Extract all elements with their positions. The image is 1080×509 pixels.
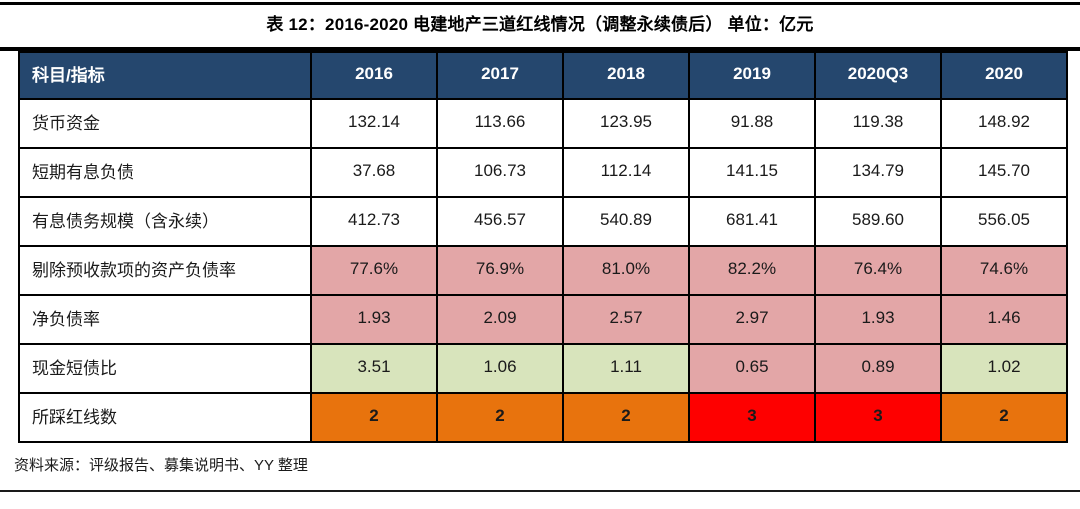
data-cell: 106.73 (436, 147, 564, 198)
data-cell: 556.05 (940, 196, 1068, 247)
data-cell: 2 (940, 392, 1068, 443)
bottom-rule (0, 490, 1080, 492)
data-cell: 2 (310, 392, 438, 443)
table-row: 有息债务规模（含永续） 412.73 456.57 540.89 681.41 589.6… (18, 196, 1068, 247)
data-cell: 1.11 (562, 343, 690, 394)
row-label: 货币资金 (18, 98, 312, 149)
row-label: 净负债率 (18, 294, 312, 345)
column-header-2017: 2017 (436, 51, 564, 100)
table-row: 货币资金 132.14 113.66 123.95 91.88 119.38 148.92 (18, 98, 1068, 149)
data-cell: 119.38 (814, 98, 942, 149)
data-cell: 2 (562, 392, 690, 443)
table-row: 短期有息负债 37.68 106.73 112.14 141.15 134.79 145.7… (18, 147, 1068, 198)
data-cell: 82.2% (688, 245, 816, 296)
source-note: 资料来源：评级报告、募集说明书、YY 整理 (14, 457, 308, 474)
data-cell: 132.14 (310, 98, 438, 149)
table-title: 表 12：2016-2020 电建地产三道红线情况（调整永续债后） 单位：亿元 (266, 15, 814, 34)
data-cell: 2 (436, 392, 564, 443)
row-label: 现金短债比 (18, 343, 312, 394)
table-row: 净负债率 1.93 2.09 2.57 2.97 1.93 1.46 (18, 294, 1068, 345)
data-cell: 1.02 (940, 343, 1068, 394)
row-label: 剔除预收款项的资产负债率 (18, 245, 312, 296)
top-rule (0, 2, 1080, 5)
data-cell: 123.95 (562, 98, 690, 149)
data-cell: 0.65 (688, 343, 816, 394)
data-cell: 2.57 (562, 294, 690, 345)
data-cell: 91.88 (688, 98, 816, 149)
data-cell: 37.68 (310, 147, 438, 198)
data-cell: 0.89 (814, 343, 942, 394)
data-cell: 113.66 (436, 98, 564, 149)
data-cell: 145.70 (940, 147, 1068, 198)
row-label: 短期有息负债 (18, 147, 312, 198)
table-header-row: 科目/指标 2016 2017 2018 2019 2020Q3 2020 (18, 51, 1068, 100)
data-cell: 1.06 (436, 343, 564, 394)
data-cell: 112.14 (562, 147, 690, 198)
data-cell: 589.60 (814, 196, 942, 247)
data-cell: 2.97 (688, 294, 816, 345)
column-header-2016: 2016 (310, 51, 438, 100)
column-header-label: 科目/指标 (18, 51, 312, 100)
data-cell: 77.6% (310, 245, 438, 296)
data-cell: 3.51 (310, 343, 438, 394)
table-row: 剔除预收款项的资产负债率 77.6% 76.9% 81.0% 82.2% 76.4% 74.… (18, 245, 1068, 296)
data-cell: 540.89 (562, 196, 690, 247)
row-label: 有息债务规模（含永续） (18, 196, 312, 247)
data-cell: 3 (688, 392, 816, 443)
data-cell: 76.4% (814, 245, 942, 296)
data-cell: 134.79 (814, 147, 942, 198)
data-cell: 1.93 (310, 294, 438, 345)
data-cell: 456.57 (436, 196, 564, 247)
data-cell: 74.6% (940, 245, 1068, 296)
data-cell: 76.9% (436, 245, 564, 296)
data-cell: 141.15 (688, 147, 816, 198)
row-label: 所踩红线数 (18, 392, 312, 443)
data-cell: 81.0% (562, 245, 690, 296)
data-cell: 681.41 (688, 196, 816, 247)
data-cell: 1.93 (814, 294, 942, 345)
data-cell: 3 (814, 392, 942, 443)
data-cell: 148.92 (940, 98, 1068, 149)
table-row: 现金短债比 3.51 1.06 1.11 0.65 0.89 1.02 (18, 343, 1068, 394)
column-header-2020: 2020 (940, 51, 1068, 100)
header-rule (0, 47, 1080, 51)
data-cell: 1.46 (940, 294, 1068, 345)
column-header-2020Q3: 2020Q3 (814, 51, 942, 100)
column-header-2018: 2018 (562, 51, 690, 100)
column-header-2019: 2019 (688, 51, 816, 100)
table-row: 所踩红线数 2 2 2 3 3 2 (18, 392, 1068, 443)
data-cell: 2.09 (436, 294, 564, 345)
data-cell: 412.73 (310, 196, 438, 247)
three-red-lines-table: 科目/指标 2016 2017 2018 2019 2020Q3 2020 货币资金 132.… (18, 51, 1068, 443)
